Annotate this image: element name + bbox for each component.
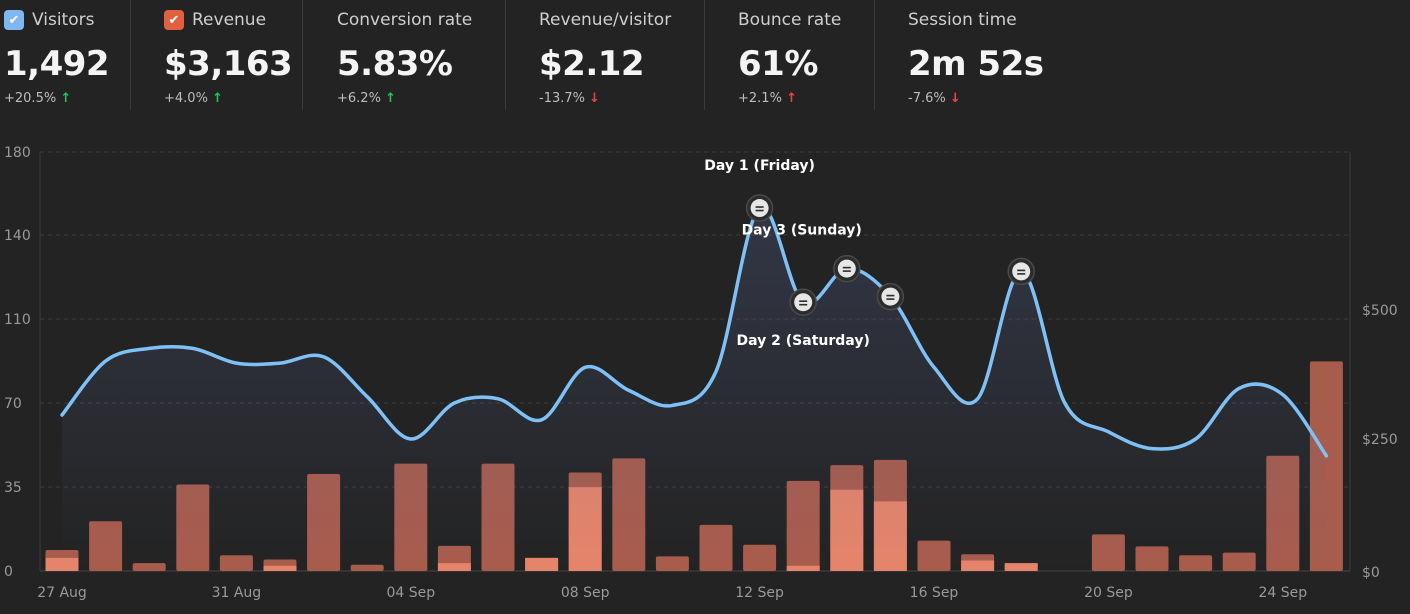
annotation-marker xyxy=(789,288,817,316)
note-icon xyxy=(1012,262,1031,281)
kpi-label: Revenue xyxy=(192,10,267,30)
y-left-tick-label: 35 xyxy=(4,480,22,496)
y-left-tick-label: 140 xyxy=(4,228,31,244)
kpi-value: 2m 52s xyxy=(908,44,1044,84)
y-left-tick-label: 70 xyxy=(4,396,22,412)
kpi-value: 1,492 xyxy=(4,44,110,84)
annotation-marker xyxy=(876,282,905,311)
arrow-up-icon: ↑ xyxy=(60,91,72,106)
y-right-tick-label: $0 xyxy=(1362,565,1380,581)
note-icon xyxy=(750,199,769,218)
kpi-value: 61% xyxy=(738,44,818,84)
y-right-tick-label: $500 xyxy=(1362,303,1398,319)
arrow-down-icon: ↓ xyxy=(589,91,601,106)
y-right-tick-label: $250 xyxy=(1362,432,1398,448)
kpi-delta-text: +4.0% xyxy=(164,91,208,106)
kpi-value: 5.83% xyxy=(337,44,453,84)
arrow-down-icon: ↓ xyxy=(949,91,961,106)
kpi-visitors[interactable]: ✔ Visitors 1,492 +20.5% ↑ xyxy=(0,0,130,110)
arrow-up-icon: ↑ xyxy=(212,91,223,106)
arrow-up-icon: ↑ xyxy=(385,91,396,106)
kpi-label: Visitors xyxy=(32,10,95,30)
kpi-label: Session time xyxy=(908,10,1017,30)
annotation-markers: Day 1 (Friday) Day 2 (Saturday) Day 3 (Sun… xyxy=(704,158,1035,349)
annotation-marker xyxy=(1007,257,1035,286)
annotation-label: Day 2 (Saturday) xyxy=(737,333,870,349)
kpi-delta: +4.0% ↑ xyxy=(164,91,223,106)
revenue-checkbox[interactable]: ✔ xyxy=(164,10,184,30)
kpi-value: $3,163 xyxy=(164,44,293,84)
arrow-up-icon: ↑ xyxy=(786,91,797,106)
visitors-checkbox[interactable]: ✔ xyxy=(4,10,24,30)
x-tick-label: 08 Sep xyxy=(561,585,610,601)
kpi-label: Revenue/visitor xyxy=(539,10,672,30)
kpi-bounce-rate[interactable]: Bounce rate 61% +2.1% ↑ xyxy=(704,0,875,110)
visitors-area xyxy=(62,207,1327,572)
kpi-delta-text: +2.1% xyxy=(738,91,782,106)
kpi-session-time[interactable]: Session time 2m 52s -7.6% ↓ xyxy=(874,0,1075,110)
visitors-line-path xyxy=(60,205,1329,458)
axis-labels: 0 35 70 110 140 180 $0 $250 $500 27 Aug 31 Aug 04 S… xyxy=(4,145,1398,601)
x-tick-label: 27 Aug xyxy=(37,585,87,601)
visitors-line xyxy=(60,205,1329,458)
kpi-delta: +2.1% ↑ xyxy=(738,91,797,106)
kpi-delta-text: -7.6% xyxy=(908,91,946,106)
y-left-tick-label: 0 xyxy=(4,564,13,580)
kpi-delta: +20.5% ↑ xyxy=(4,91,71,106)
y-left-tick-label: 180 xyxy=(4,145,31,161)
kpi-label: Conversion rate xyxy=(337,10,473,30)
kpi-row: ✔ Visitors 1,492 +20.5% ↑ ✔ Revenue $3,1… xyxy=(0,0,1410,112)
x-tick-label: 20 Sep xyxy=(1084,585,1133,601)
x-tick-label: 04 Sep xyxy=(386,585,435,601)
kpi-value: $2.12 xyxy=(539,44,645,84)
kpi-delta: +6.2% ↑ xyxy=(337,91,396,106)
kpi-revenue-per-visitor[interactable]: Revenue/visitor $2.12 -13.7% ↓ xyxy=(505,0,705,110)
kpi-delta: -7.6% ↓ xyxy=(908,91,961,106)
x-tick-label: 16 Sep xyxy=(910,585,959,601)
annotation-marker xyxy=(745,194,774,222)
kpi-delta: -13.7% ↓ xyxy=(539,91,600,106)
kpi-conversion-rate[interactable]: Conversion rate 5.83% +6.2% ↑ xyxy=(302,0,506,110)
visitors-area-fill xyxy=(62,207,1327,572)
note-icon xyxy=(837,259,856,278)
x-tick-label: 24 Sep xyxy=(1258,585,1307,601)
annotation-label: Day 3 (Sunday) xyxy=(742,223,862,239)
y-left-tick-label: 110 xyxy=(4,312,31,328)
kpi-revenue[interactable]: ✔ Revenue $3,163 +4.0% ↑ xyxy=(130,0,303,110)
annotation-marker xyxy=(833,254,861,283)
kpi-delta-text: +6.2% xyxy=(337,91,381,106)
note-icon xyxy=(794,293,813,312)
x-tick-label: 12 Sep xyxy=(735,585,784,601)
kpi-delta-text: -13.7% xyxy=(539,91,585,106)
note-icon xyxy=(881,287,900,306)
kpi-label: Bounce rate xyxy=(738,10,842,30)
kpi-delta-text: +20.5% xyxy=(4,91,57,106)
annotation-label: Day 1 (Friday) xyxy=(704,158,815,174)
x-tick-label: 31 Aug xyxy=(212,585,262,601)
